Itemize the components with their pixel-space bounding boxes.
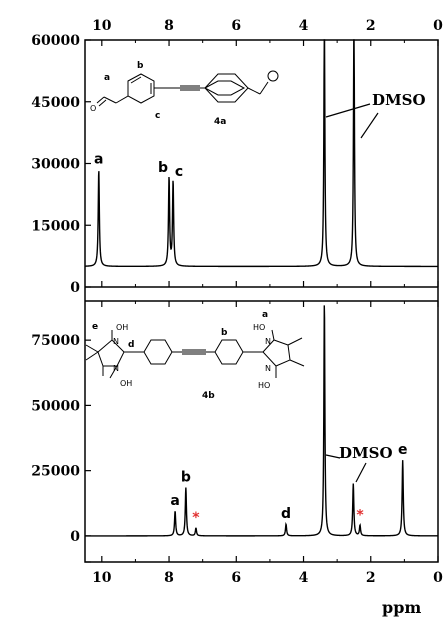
x-tick-label-bottom: 6 xyxy=(231,570,241,586)
x-tick-label-top: 8 xyxy=(164,18,174,34)
structure-4a-label-b: b xyxy=(137,61,144,71)
dmso-label-bottom: DMSO xyxy=(339,444,393,462)
spectrum-line-top xyxy=(84,39,438,268)
structure-4a-o-left: O xyxy=(90,104,96,113)
structure-4a-label-a: a xyxy=(104,73,110,83)
structure-4b-oh-upper-left: OH xyxy=(116,323,128,332)
x-axis-title: ppm xyxy=(382,598,421,617)
x-tick-label-bottom: 2 xyxy=(366,570,376,586)
structure-4b-n-upper-right: N xyxy=(265,337,271,346)
peak-label-a: a xyxy=(94,152,103,168)
peak-label-b: b xyxy=(158,160,168,176)
structure-4b-label-b: b xyxy=(221,328,228,338)
dmso-arrow-bottom-1 xyxy=(325,454,341,459)
y-tick-label: 75000 xyxy=(31,333,80,349)
dmso-label-top: DMSO xyxy=(372,91,426,109)
y-tick-label: 60000 xyxy=(31,33,80,49)
spectra xyxy=(84,39,438,537)
x-tick-label-top: 0 xyxy=(433,18,443,34)
y-tick-label: 50000 xyxy=(31,398,80,414)
dmso-arrow-top-1 xyxy=(325,103,371,118)
impurity-marker: * xyxy=(192,510,200,526)
peak-label-c: c xyxy=(175,164,183,180)
spectrum-line-bottom xyxy=(85,305,438,537)
structure-4a xyxy=(96,70,279,107)
structure-4b-ho-lower-right: HO xyxy=(258,381,270,390)
structure-4b-ho-upper-right: HO xyxy=(253,323,265,332)
y-tick-label: 45000 xyxy=(31,95,80,111)
structure-4b xyxy=(85,329,305,379)
x-tick-label-bottom: 10 xyxy=(92,570,112,586)
peak-labels: ab cab* d *e xyxy=(94,152,407,526)
structure-4b-n-lower-right: N xyxy=(265,364,271,373)
structure-4a-label-c: c xyxy=(155,111,160,121)
y-tick-label: 0 xyxy=(70,529,80,545)
structure-4b-id: 4b xyxy=(202,391,215,401)
structure-4b-label-a: a xyxy=(262,310,268,320)
peak-label-b: b xyxy=(181,470,191,486)
y-tick-label: 0 xyxy=(70,280,80,296)
x-tick-label-top: 10 xyxy=(92,18,112,34)
axis-ticks: 10 10 8 8 6 6 4 4 2 2 0 0 0 15000 30000 45000 60000 0 2500… xyxy=(31,18,443,586)
peak-label-a: a xyxy=(170,493,179,509)
y-tick-label: 25000 xyxy=(31,464,80,480)
peak-label-d: d xyxy=(281,506,291,522)
x-tick-label-top: 2 xyxy=(366,18,376,34)
axes-frames xyxy=(84,39,439,563)
x-tick-label-bottom: 0 xyxy=(433,570,443,586)
structure-4b-label-e: e xyxy=(92,322,98,332)
y-tick-label: 15000 xyxy=(31,218,80,234)
x-tick-label-top: 6 xyxy=(231,18,241,34)
x-tick-label-top: 4 xyxy=(299,18,309,34)
y-tick-label: 30000 xyxy=(31,157,80,173)
dmso-arrow-top-2 xyxy=(360,112,379,139)
structure-4a-id: 4a xyxy=(214,117,226,127)
structure-4b-n-upper-left: N xyxy=(113,337,119,346)
dmso-arrow-bottom-2 xyxy=(355,462,367,483)
structure-4b-oh-lower-left: OH xyxy=(120,379,132,388)
x-tick-label-bottom: 4 xyxy=(299,570,309,586)
structure-4b-label-d: d xyxy=(128,340,134,350)
structure-4b-n-lower-left: N xyxy=(113,364,119,373)
peak-label-e: e xyxy=(398,442,408,458)
x-tick-label-bottom: 8 xyxy=(164,570,174,586)
impurity-marker: * xyxy=(356,507,364,523)
